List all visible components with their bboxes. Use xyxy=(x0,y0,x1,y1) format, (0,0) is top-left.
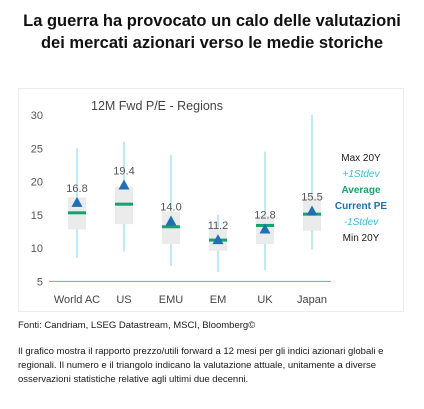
pe-chart: 12M Fwd P/E - Regions 5 10 15 20 25 30 16.8 Worl… xyxy=(18,88,404,312)
y-tick-label: 15 xyxy=(31,210,43,222)
current-pe-marker xyxy=(118,179,130,190)
legend-entry: Current PE xyxy=(335,201,388,212)
current-pe-marker xyxy=(259,223,271,234)
chart-description: Il grafico mostra il rapporto prezzo/uti… xyxy=(18,346,384,385)
average-marker xyxy=(68,211,86,215)
pe-chart-svg: 12M Fwd P/E - Regions 5 10 15 20 25 30 16.8 Worl… xyxy=(31,99,388,306)
current-pe-marker xyxy=(212,234,224,245)
legend-entry: Max 20Y xyxy=(341,153,381,164)
category-label: World AC xyxy=(54,294,100,306)
legend-entry: -1Stdev xyxy=(344,217,379,228)
current-pe-label: 19.4 xyxy=(113,166,134,178)
average-marker xyxy=(162,225,180,229)
y-tick-label: 10 xyxy=(31,243,43,255)
category-label: EM xyxy=(210,294,227,306)
legend-entry: +1Stdev xyxy=(343,169,381,180)
y-tick-label: 30 xyxy=(31,110,43,122)
current-pe-marker xyxy=(165,215,177,226)
average-marker xyxy=(115,202,133,206)
current-pe-marker xyxy=(71,196,83,207)
current-pe-label: 15.5 xyxy=(301,191,322,203)
current-pe-marker xyxy=(306,205,318,216)
headline: La guerra ha provocato un calo delle val… xyxy=(23,12,401,52)
category-label: UK xyxy=(257,294,273,306)
legend-entry: Min 20Y xyxy=(343,233,380,244)
category-label: EMU xyxy=(159,294,184,306)
source-note: Fonti: Candriam, LSEG Datastream, MSCI, … xyxy=(18,320,256,331)
category-label: Japan xyxy=(297,294,327,306)
category-label: US xyxy=(116,294,131,306)
y-tick-label: 20 xyxy=(31,177,43,189)
current-pe-label: 16.8 xyxy=(66,183,87,195)
y-tick-label: 5 xyxy=(37,276,43,288)
y-tick-label: 25 xyxy=(31,143,43,155)
current-pe-label: 11.2 xyxy=(208,220,229,232)
current-pe-label: 14.0 xyxy=(160,201,181,213)
chart-title: 12M Fwd P/E - Regions xyxy=(91,99,223,113)
legend-entry: Average xyxy=(341,185,381,196)
current-pe-label: 12.8 xyxy=(254,209,275,221)
